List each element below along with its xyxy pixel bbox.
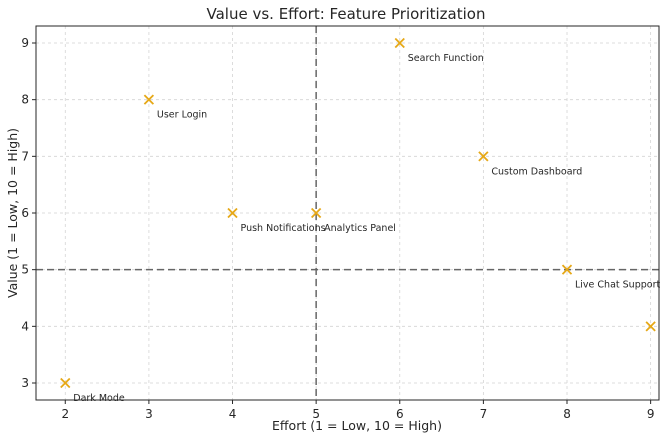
data-point-label: Live Chat Support xyxy=(575,280,660,291)
x-tick-label: 4 xyxy=(229,407,237,421)
y-tick-label: 4 xyxy=(21,319,29,333)
x-tick-label: 5 xyxy=(312,407,320,421)
x-tick-label: 2 xyxy=(61,407,69,421)
x-tick-label: 9 xyxy=(647,407,655,421)
grid xyxy=(36,26,659,400)
x-axis-label: Effort (1 = Low, 10 = High) xyxy=(272,418,442,433)
data-point-label: Dark Mode xyxy=(73,393,125,404)
y-tick-label: 3 xyxy=(21,376,29,390)
data-point-marker xyxy=(60,377,71,389)
y-tick-label: 8 xyxy=(21,93,29,107)
y-tick-label: 6 xyxy=(21,206,29,220)
data-point-marker xyxy=(645,321,656,332)
y-tick-label: 9 xyxy=(21,36,29,50)
x-tick-label: 3 xyxy=(145,407,153,421)
data-point-label: User Login xyxy=(157,110,207,121)
data-point-marker xyxy=(561,264,573,275)
x-tick-label: 7 xyxy=(480,407,488,421)
data-point-marker xyxy=(227,207,238,219)
data-point-label: Search Function xyxy=(408,53,484,64)
data-point-marker xyxy=(311,207,322,219)
y-tick-label: 7 xyxy=(21,149,29,163)
data-point-marker xyxy=(143,94,155,105)
data-point-marker xyxy=(394,37,405,49)
axis-ticks: 2 3 4 5 6 7 8 9 3 4 5 6 7 8 9 xyxy=(21,36,654,421)
x-tick-label: 8 xyxy=(563,407,571,421)
data-point-label: Push Notifications xyxy=(241,223,326,234)
y-tick-label: 5 xyxy=(21,263,29,277)
data-point-label: Custom Dashboard xyxy=(491,166,582,177)
data-points: User Login Search Function Custom Dashboar… xyxy=(60,37,660,404)
x-tick-label: 6 xyxy=(396,407,404,421)
data-point-label: Analytics Panel xyxy=(324,223,396,234)
data-point-marker xyxy=(478,151,489,162)
chart-title: Value vs. Effort: Feature Prioritization xyxy=(207,5,486,23)
y-axis-label: Value (1 = Low, 10 = High) xyxy=(5,128,20,298)
